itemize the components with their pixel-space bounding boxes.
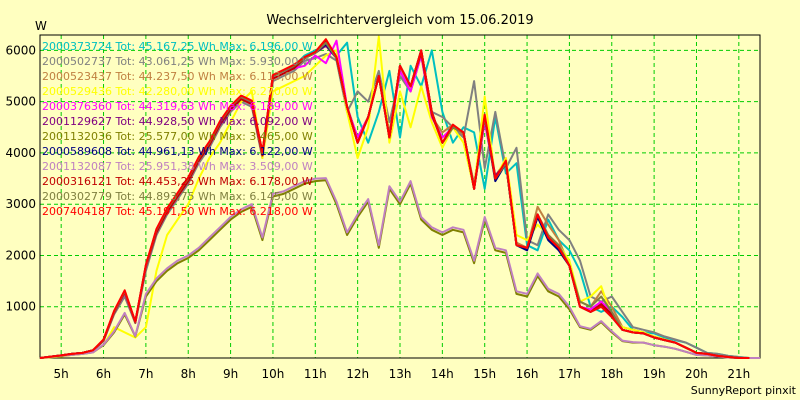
legend-entry: 2007404187 Tot: 45.191,50 Wh Max: 6.218,… — [42, 205, 313, 218]
footer-credit: SunnyReport pinxit — [691, 384, 797, 397]
x-tick-label: 11h — [304, 367, 327, 381]
legend-entry: 2000502737 Tot: 43.061,25 Wh Max: 5.930,… — [42, 55, 313, 68]
series-line — [39, 177, 760, 359]
x-tick-label: 19h — [643, 367, 666, 381]
series-line — [39, 49, 760, 359]
grid — [40, 35, 760, 358]
y-tick-label: 3000 — [5, 197, 36, 211]
legend-entry: 2000523437 Tot: 44.237,50 Wh Max: 6.113,… — [42, 70, 313, 83]
x-axis-ticks: 5h 6h 7h 8h 9h 10h 11h 12h 13h 14h 15h 16h 17h 18h 19h… — [54, 367, 751, 381]
legend-entry: 2001132036 Tot: 25.577,00 Wh Max: 3.465,… — [42, 130, 313, 143]
y-tick-label: 2000 — [5, 248, 36, 262]
x-tick-label: 10h — [262, 367, 285, 381]
x-tick-label: 13h — [389, 367, 412, 381]
series-line — [39, 38, 750, 359]
legend-entry: 2000302779 Tot: 44.893,75 Wh Max: 6.145,… — [42, 190, 313, 203]
y-tick-label: 1000 — [5, 300, 36, 314]
x-tick-label: 12h — [346, 367, 369, 381]
x-tick-label: 5h — [54, 367, 69, 381]
y-axis-label: W — [35, 19, 47, 33]
y-axis-ticks: 1000 2000 3000 4000 5000 6000 — [5, 43, 36, 313]
x-tick-label: 6h — [96, 367, 111, 381]
y-tick-label: 6000 — [5, 43, 36, 57]
x-tick-label: 15h — [473, 367, 496, 381]
legend-entry: 2000376360 Tot: 44.319,63 Wh Max: 6.189,… — [42, 100, 313, 113]
series-line — [39, 35, 750, 359]
y-tick-label: 4000 — [5, 146, 36, 160]
x-tick-label: 17h — [558, 367, 581, 381]
x-tick-label: 7h — [138, 367, 153, 381]
legend: 2000373724 Tot: 45.167,25 Wh Max: 6.196,… — [42, 40, 313, 218]
x-tick-label: 8h — [181, 367, 196, 381]
series-lines — [39, 35, 760, 359]
legend-entry: 2000316121 Tot: 44.453,25 Wh Max: 6.178,… — [42, 175, 313, 188]
x-tick-label: 9h — [223, 367, 238, 381]
legend-entry: 2000589608 Tot: 44.961,13 Wh Max: 6.122,… — [42, 145, 313, 158]
legend-entry: 2000529436 Tot: 42.280,00 Wh Max: 6.270,… — [42, 85, 313, 98]
plot-area — [39, 34, 761, 359]
x-tick-label: 16h — [516, 367, 539, 381]
y-tick-label: 5000 — [5, 95, 36, 109]
x-tick-label: 18h — [600, 367, 623, 381]
x-tick-label: 20h — [685, 367, 708, 381]
legend-entry: 2000373724 Tot: 45.167,25 Wh Max: 6.196,… — [42, 40, 313, 53]
legend-entry: 2001129627 Tot: 44.928,50 Wh Max: 6.092,… — [42, 115, 313, 128]
legend-entry: 2001132087 Tot: 25.951,38 Wh Max: 3.509,… — [42, 160, 313, 173]
x-tick-label: 21h — [727, 367, 750, 381]
x-tick-label: 14h — [431, 367, 454, 381]
chart-title: Wechselrichtervergleich vom 15.06.2019 — [266, 13, 533, 28]
